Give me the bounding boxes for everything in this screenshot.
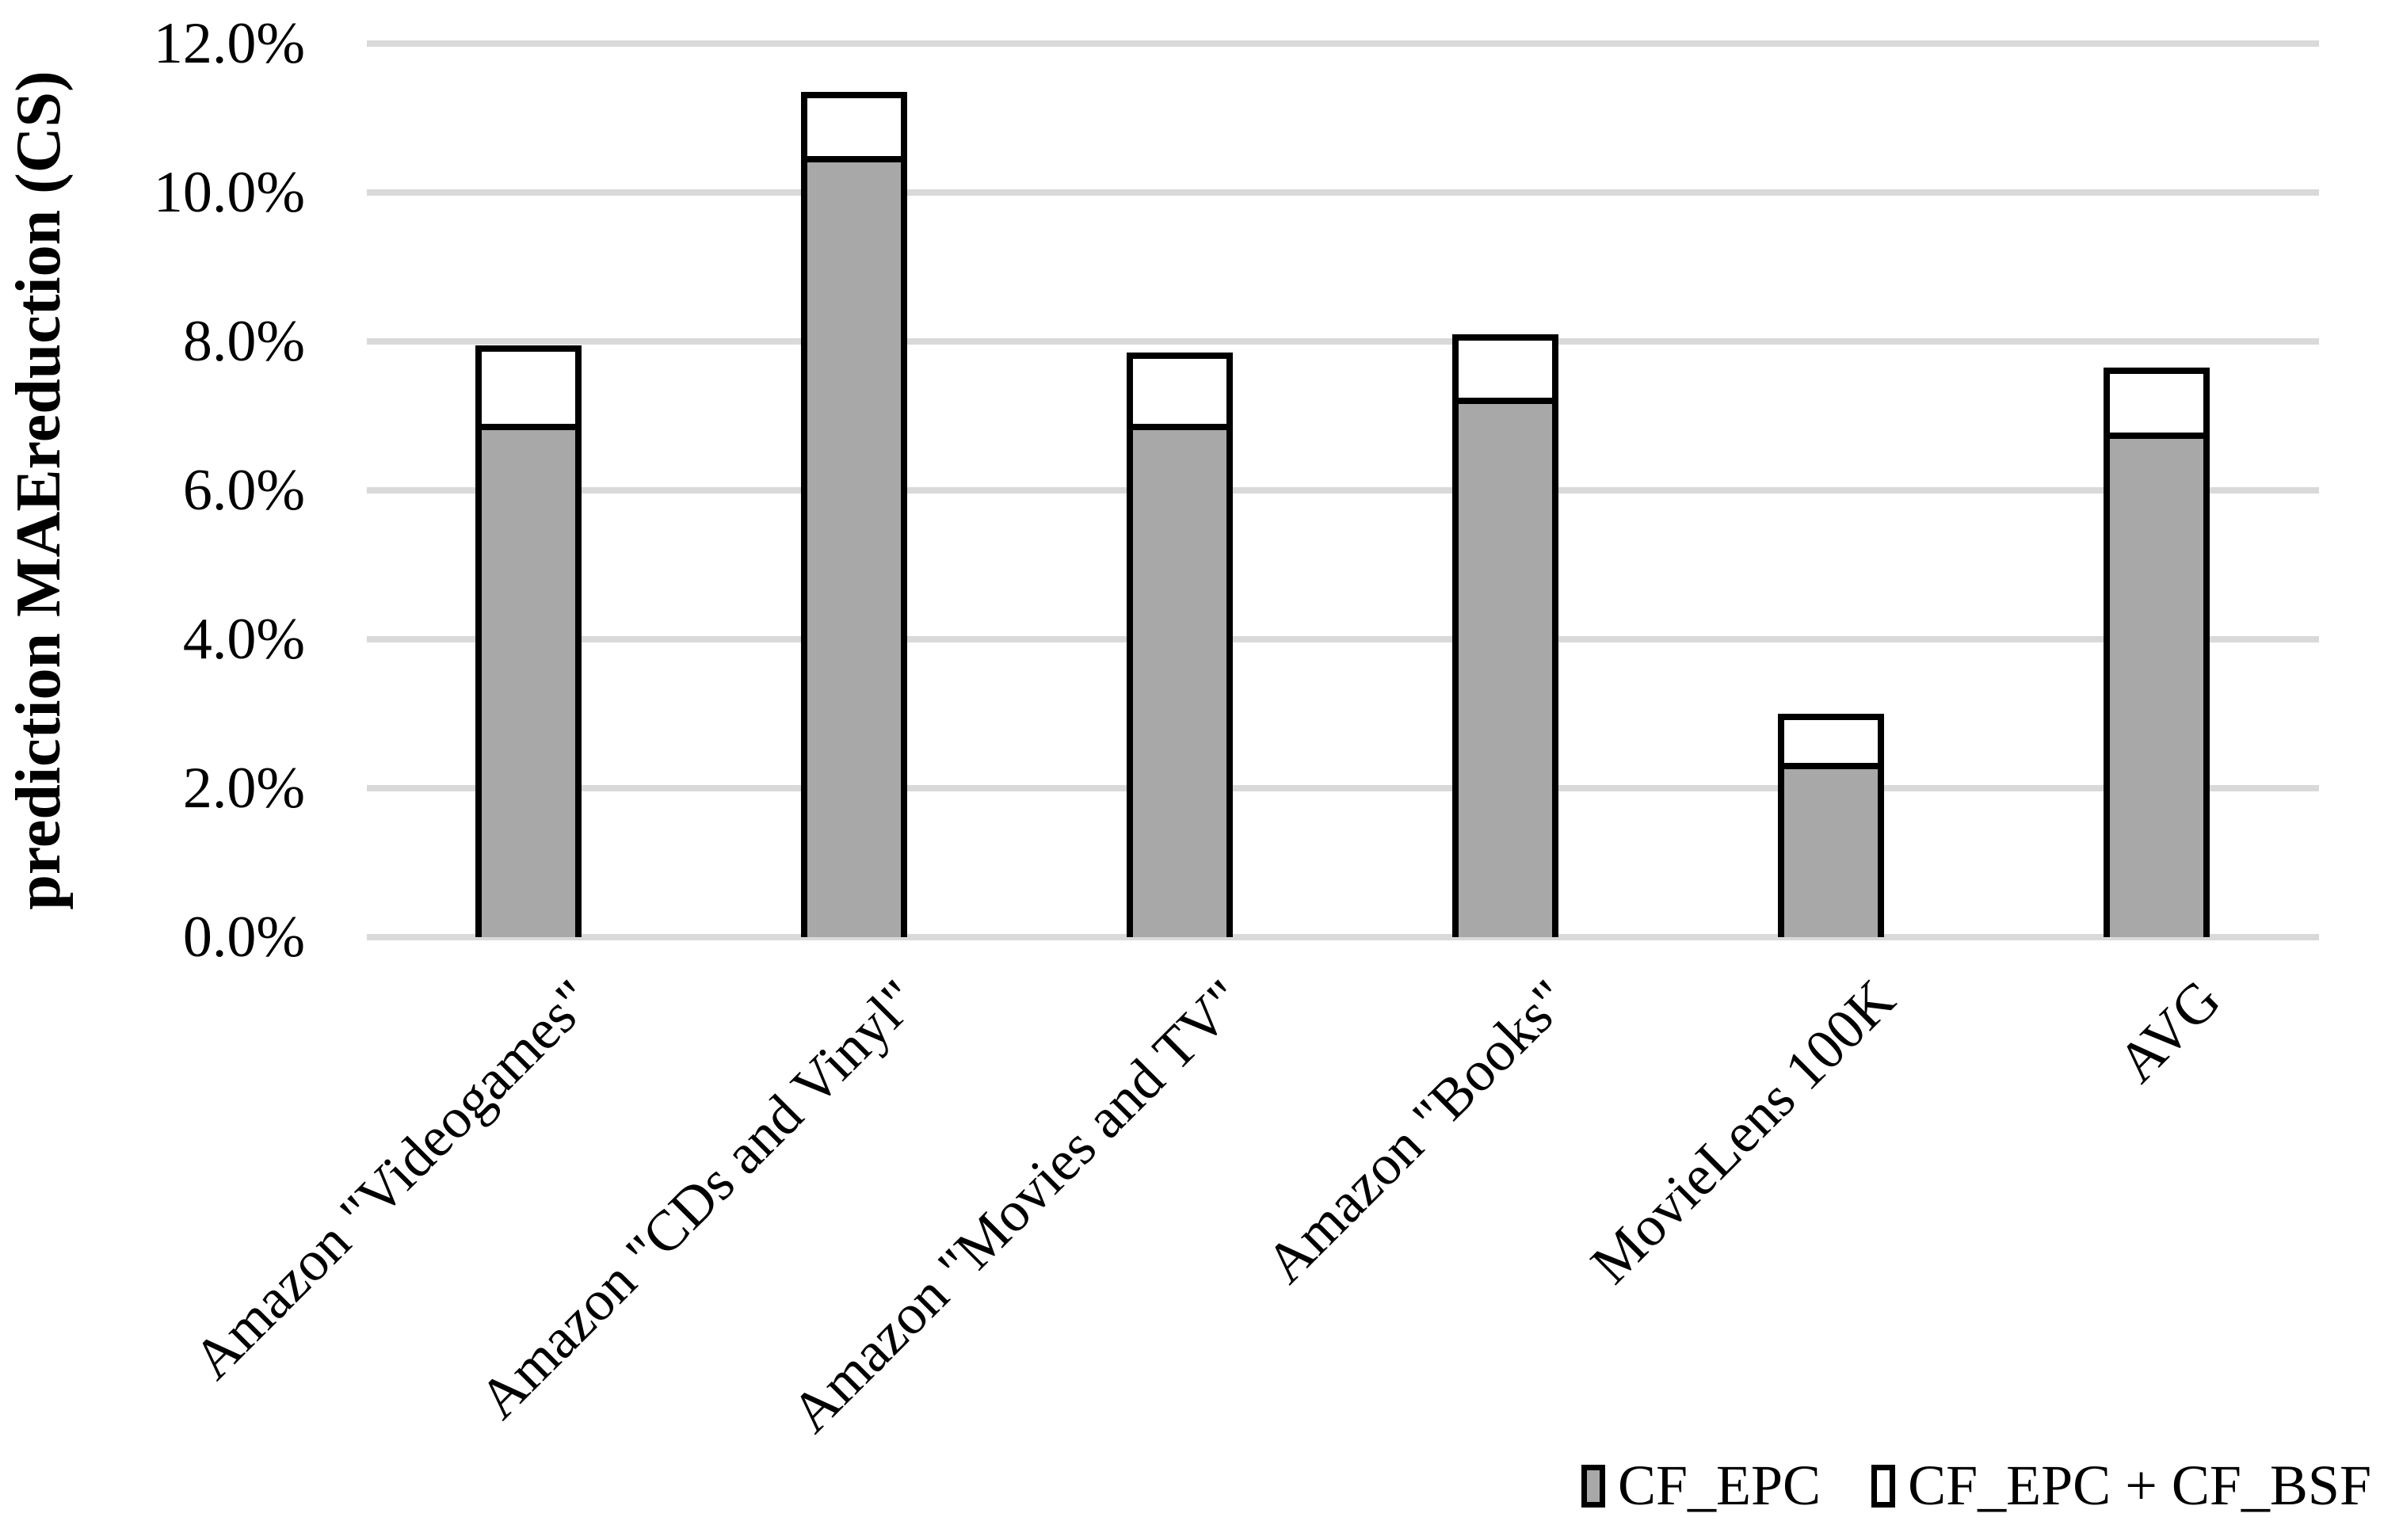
bar-segment-cf-epc [1459, 398, 1552, 937]
bar-5 [1778, 714, 1884, 937]
gridline-6.0% [367, 487, 2319, 494]
bar-3 [1127, 353, 1233, 937]
bar-segment-cf-epc [807, 155, 901, 937]
gridline-0.0% [367, 934, 2319, 940]
legend-label-cf-epc: CF_EPC [1617, 1454, 1821, 1517]
bar-1 [475, 345, 582, 937]
y-tick-label: 4.0% [182, 607, 305, 672]
bar-6 [2104, 367, 2210, 937]
bar-segment-cf-epc [2110, 433, 2203, 937]
y-tick-label: 8.0% [182, 309, 305, 374]
legend-swatch-white [1871, 1464, 1896, 1508]
bar-4 [1452, 334, 1558, 937]
bar-segment-cf-epc [1784, 762, 1878, 937]
gridline-4.0% [367, 636, 2319, 642]
gridline-12.0% [367, 40, 2319, 47]
legend-item-cf-epc-cf-bsf: CF_EPC + CF_BSF [1871, 1453, 2371, 1519]
legend-swatch-gray [1581, 1464, 1605, 1508]
gridline-10.0% [367, 189, 2319, 196]
y-tick-label: 2.0% [182, 756, 305, 821]
y-tick-label: 0.0% [182, 905, 305, 970]
bar-2 [801, 92, 907, 937]
legend: CF_EPC CF_EPC + CF_BSF [1581, 1453, 2371, 1519]
legend-label-cf-epc-cf-bsf: CF_EPC + CF_BSF [1908, 1454, 2371, 1517]
y-tick-label: 12.0% [153, 11, 305, 76]
legend-item-cf-epc: CF_EPC [1581, 1453, 1821, 1519]
bar-segment-cf-epc [1133, 424, 1226, 937]
y-tick-label: 6.0% [182, 458, 305, 523]
gridline-2.0% [367, 785, 2319, 791]
gridline-8.0% [367, 338, 2319, 345]
y-tick-label: 10.0% [153, 160, 305, 225]
bar-segment-cf-epc [482, 424, 575, 937]
